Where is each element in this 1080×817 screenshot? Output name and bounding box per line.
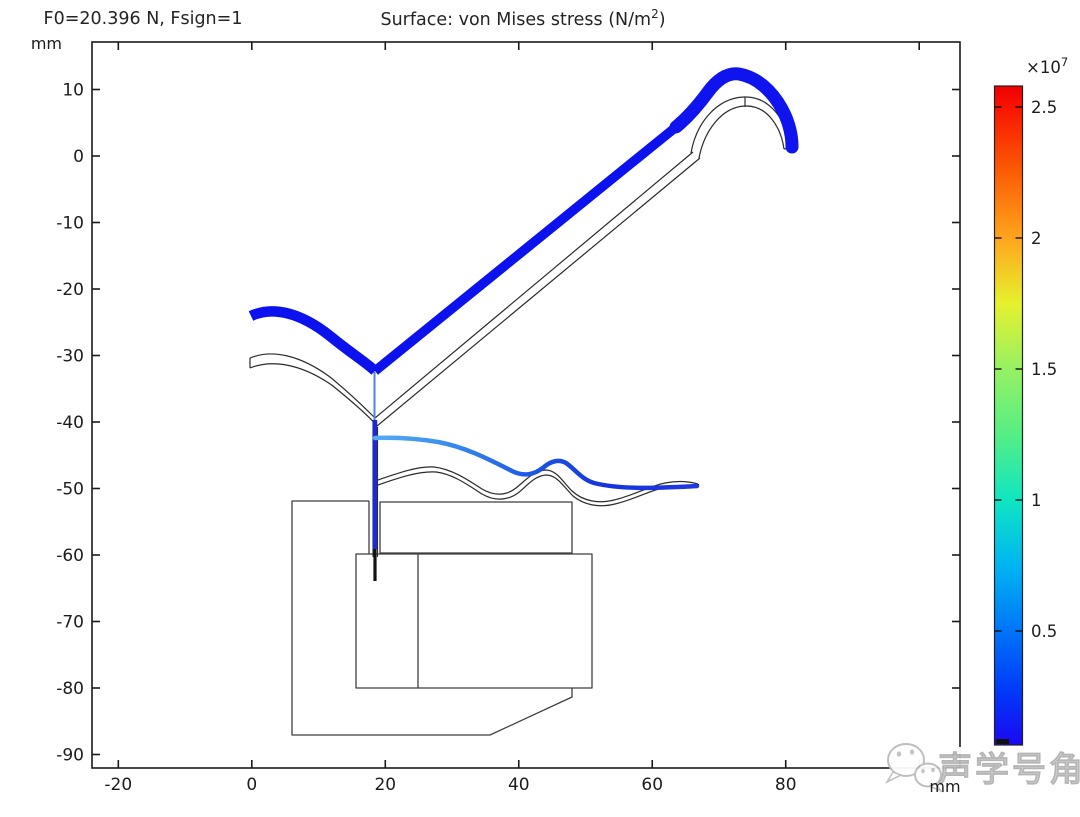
- y-tick-label: -90: [56, 746, 84, 766]
- x-tick-label: 20: [374, 775, 396, 795]
- y-tick-label: -20: [56, 280, 84, 300]
- plot-title-main: Surface: von Mises stress (N/m: [380, 10, 651, 30]
- x-tick-label: 60: [641, 775, 663, 795]
- undeformed-cone-lower: [249, 157, 701, 427]
- yoke-outline: [291, 500, 573, 736]
- x-tick-label: 0: [246, 775, 257, 795]
- y-tick-label: -40: [56, 413, 84, 433]
- y-tick-label: 10: [62, 81, 84, 101]
- colorbar-tick-label: 0.5: [1031, 622, 1057, 641]
- plot-title: Surface: von Mises stress (N/m2): [380, 7, 665, 30]
- axis-ticks: -20 0 20 40 60 80100-10-20-30-40-50-60-70-80-…: [56, 42, 960, 795]
- x-axis-unit-label: mm: [929, 777, 960, 796]
- y-tick-label: 0: [73, 147, 84, 167]
- colorbar-tick-label: 1: [1031, 491, 1042, 510]
- stress-geometry: [248, 67, 799, 736]
- x-tick-label: 80: [775, 775, 797, 795]
- colorbar: ×107 2.5 2 1.5 1 0.5: [993, 55, 1068, 746]
- plot-title-superscript: 2: [651, 7, 659, 21]
- y-axis-unit-label: mm: [31, 34, 62, 53]
- wechat-icon: [885, 743, 944, 793]
- undeformed-spider-lower: [374, 471, 699, 507]
- y-tick-label: -80: [56, 679, 84, 699]
- watermark-text: 声学号角: [938, 750, 1080, 790]
- x-tick-label: 40: [508, 775, 530, 795]
- plot-title-suffix: ): [659, 10, 666, 30]
- y-tick-label: -50: [56, 480, 84, 500]
- colorbar-multiplier-exponent: 7: [1061, 55, 1068, 69]
- watermark: 声学号角 声学号角: [885, 743, 1080, 795]
- parameter-title: F0=20.396 N, Fsign=1: [44, 9, 243, 29]
- y-tick-label: -70: [56, 613, 84, 633]
- colorbar-tick-label: 1.5: [1031, 360, 1057, 379]
- colorbar-gradient: [993, 85, 1024, 746]
- colorbar-multiplier: ×107: [1026, 55, 1068, 77]
- colorbar-ticks: 2.5 2 1.5 1 0.5: [994, 98, 1057, 641]
- top-plate-rect: [379, 501, 573, 554]
- y-tick-label: -60: [56, 546, 84, 566]
- y-tick-label: -10: [56, 214, 84, 234]
- colorbar-tick-label: 2: [1031, 229, 1042, 248]
- colorbar-tick-label: 2.5: [1031, 98, 1057, 117]
- deformed-surround-left: [248, 306, 379, 375]
- colorbar-multiplier-base: ×10: [1026, 58, 1061, 77]
- x-tick-label: -20: [104, 775, 132, 795]
- undeformed-cone-upper: [249, 151, 694, 419]
- deformed-spider: [372, 435, 700, 491]
- magnet-rect: [355, 553, 593, 689]
- deformed-surround-arc: [669, 67, 799, 154]
- undeformed-surround-inner: [698, 105, 785, 159]
- plot-frame: [91, 41, 961, 769]
- watermark-halo: 声学号角: [938, 750, 1080, 790]
- y-tick-label: -30: [56, 347, 84, 367]
- deformed-cone-diagonal: [372, 123, 679, 375]
